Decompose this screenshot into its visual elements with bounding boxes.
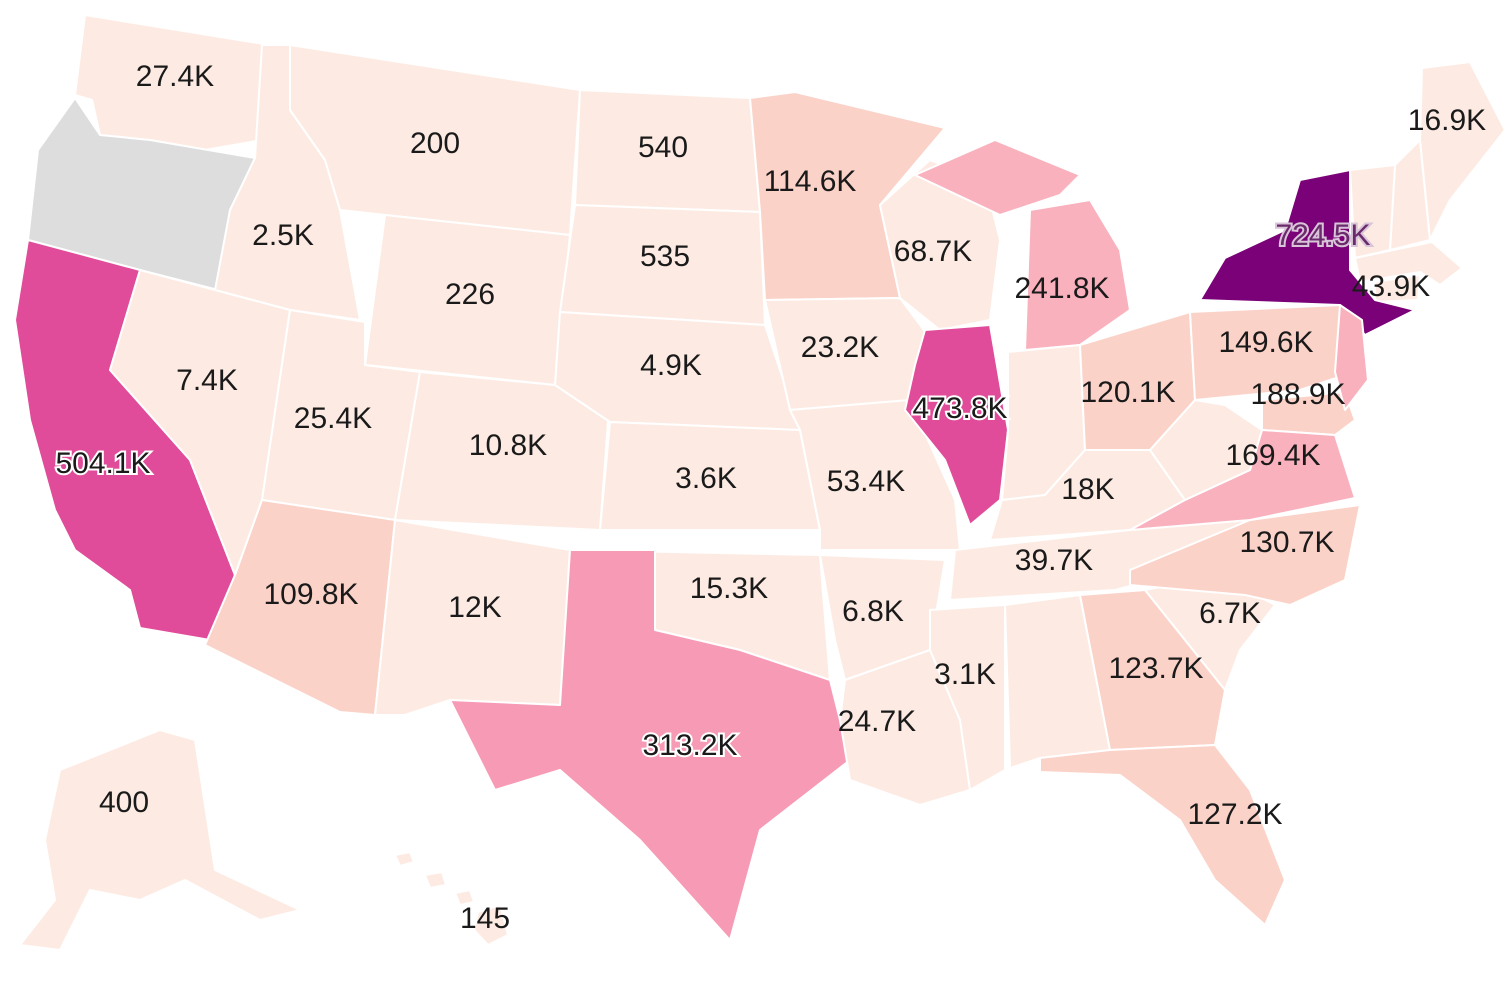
value-label-id: 2.5K bbox=[252, 219, 314, 252]
value-label-pa: 149.6K bbox=[1218, 326, 1313, 359]
state-nj[interactable] bbox=[1334, 304, 1369, 411]
value-label-wy: 226 bbox=[445, 278, 495, 311]
state-ct[interactable] bbox=[1374, 274, 1421, 303]
value-label-mo: 53.4K bbox=[827, 465, 905, 498]
state-il[interactable] bbox=[904, 324, 1009, 526]
state-pa[interactable] bbox=[1189, 304, 1346, 401]
value-label-ky: 18K bbox=[1061, 473, 1114, 506]
value-label-mi: 241.8K bbox=[1014, 272, 1109, 305]
value-label-me: 16.9K bbox=[1408, 104, 1486, 137]
value-label-wa: 27.4K bbox=[136, 60, 214, 93]
value-label-mt: 200 bbox=[410, 127, 460, 160]
value-label-nv: 7.4K bbox=[176, 364, 238, 397]
state-shapes bbox=[14, 14, 1506, 951]
value-label-ga: 123.7K bbox=[1108, 652, 1203, 685]
value-label-mn: 114.6K bbox=[764, 165, 857, 198]
value-label-ca: 504.1K bbox=[55, 447, 150, 480]
value-label-wi: 68.7K bbox=[894, 235, 972, 268]
value-label-ar: 6.8K bbox=[842, 595, 904, 628]
value-label-oh: 120.1K bbox=[1080, 376, 1175, 409]
value-label-tn: 39.7K bbox=[1015, 544, 1093, 577]
value-label-nd: 540 bbox=[638, 131, 688, 164]
value-label-tx: 313.2K bbox=[642, 729, 737, 762]
value-label-ok: 15.3K bbox=[690, 572, 768, 605]
state-fl[interactable] bbox=[1039, 744, 1286, 926]
value-label-hi: 145 bbox=[460, 902, 510, 935]
state-wi[interactable] bbox=[879, 159, 1001, 331]
value-label-ut: 25.4K bbox=[294, 402, 372, 435]
value-label-il: 473.8K bbox=[912, 392, 1007, 425]
state-co[interactable] bbox=[394, 371, 611, 531]
state-ma[interactable] bbox=[1354, 241, 1463, 286]
state-nc[interactable] bbox=[1129, 504, 1361, 606]
value-label-nc: 130.7K bbox=[1239, 526, 1334, 559]
value-label-ks: 3.6K bbox=[675, 462, 737, 495]
state-value-labels: 27.4K 504.1K 2.5K 7.4K 200 226 25.4K 109.8K 10.8… bbox=[53, 60, 1486, 935]
state-md[interactable] bbox=[1261, 391, 1356, 436]
state-ga[interactable] bbox=[1079, 589, 1226, 751]
value-label-co: 10.8K bbox=[469, 429, 547, 462]
value-label-sd: 535 bbox=[640, 240, 690, 273]
value-label-nm: 12K bbox=[448, 591, 501, 624]
value-label-ms: 3.1K bbox=[934, 658, 996, 691]
value-label-ia: 23.2K bbox=[801, 331, 879, 364]
value-label-la: 24.7K bbox=[838, 705, 916, 738]
value-label-ny: 724.5K bbox=[1275, 219, 1370, 252]
state-tx[interactable] bbox=[449, 549, 851, 941]
value-label-ak: 400 bbox=[99, 786, 149, 819]
state-ak[interactable] bbox=[19, 729, 301, 951]
value-label-az: 109.8K bbox=[263, 578, 358, 611]
value-label-nj: 188.9K bbox=[1250, 378, 1345, 411]
value-label-ne: 4.9K bbox=[640, 349, 702, 382]
value-label-va: 169.4K bbox=[1225, 439, 1320, 472]
value-label-ma: 43.9K bbox=[1352, 270, 1430, 303]
value-label-fl: 127.2K bbox=[1187, 798, 1282, 831]
state-hi[interactable] bbox=[394, 851, 509, 946]
value-label-sc: 6.7K bbox=[1199, 597, 1261, 630]
state-me[interactable] bbox=[1419, 61, 1506, 241]
